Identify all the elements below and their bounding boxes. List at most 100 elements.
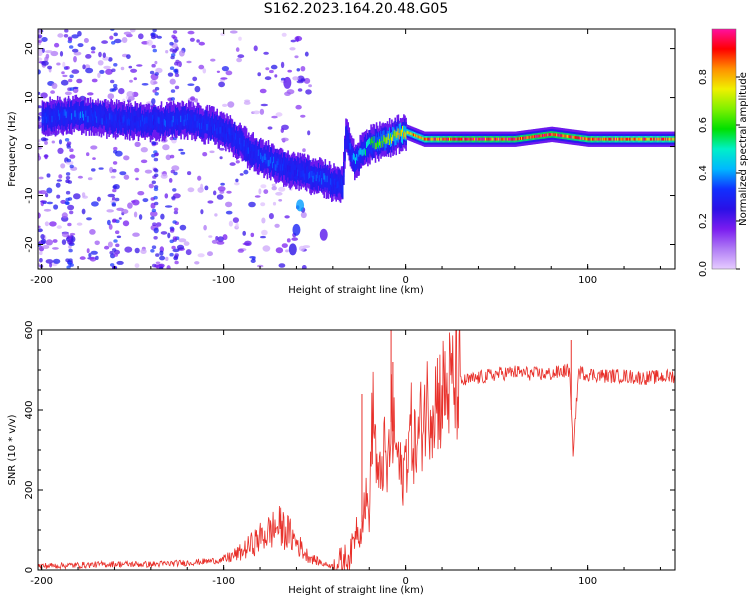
ridge-cell (467, 137, 470, 141)
ridge-cell (370, 138, 372, 153)
ridge-cell (379, 139, 381, 146)
ridge-cell (371, 140, 373, 155)
noise-dot (102, 52, 107, 58)
ridge-cell (50, 116, 52, 124)
noise-dot (138, 214, 143, 220)
noise-dot (65, 172, 71, 176)
ridge-cell (60, 111, 62, 119)
noise-dot (68, 37, 73, 42)
ridge-cell (224, 127, 226, 134)
ridge-cell (298, 164, 300, 179)
ridge-cell (183, 119, 186, 127)
noise-dot (280, 61, 285, 69)
ridge-cell (576, 136, 579, 140)
ridge-cell (374, 142, 377, 150)
ridge-cell (364, 149, 367, 156)
noise-dot (162, 144, 170, 151)
ridge-cell (301, 171, 304, 178)
ridge-cell (249, 143, 251, 151)
ridge-cell (255, 145, 258, 160)
ridge-cell (544, 133, 546, 137)
ridge-cell (48, 116, 50, 123)
noise-dot (159, 266, 164, 269)
ridge-cell (397, 128, 400, 135)
ridge-cell (167, 119, 169, 127)
noise-dot (187, 30, 195, 35)
ridge-cell (267, 151, 270, 166)
noise-dot (174, 253, 179, 257)
noise-dot (140, 159, 148, 164)
noise-dot (99, 69, 105, 74)
ridge-cell (119, 119, 121, 126)
ridge-cell (452, 137, 454, 141)
noise-dot (68, 78, 73, 83)
ridge-cell (563, 134, 566, 138)
ridge-cell (263, 155, 265, 162)
colorbar (712, 29, 736, 269)
ridge-cell (285, 168, 287, 175)
ridge-cell (186, 113, 189, 121)
noise-dot (91, 168, 96, 172)
ridge-cell (344, 152, 346, 159)
ridge-cell (494, 137, 497, 141)
noise-dot (123, 31, 132, 35)
ridge-cell (117, 116, 119, 131)
noise-dot (113, 32, 118, 37)
noise-dot (133, 77, 137, 81)
ridge-cell (598, 137, 601, 141)
noise-dot (153, 81, 158, 85)
noise-dot (72, 86, 79, 90)
ridge-cell (169, 121, 171, 128)
noise-dot (40, 234, 45, 240)
noise-dot (38, 146, 43, 150)
noise-dot (98, 167, 104, 170)
noise-dot (235, 222, 239, 228)
noise-dot (108, 224, 113, 230)
ridge-cell (639, 137, 641, 141)
ridge-cell (99, 112, 102, 120)
noise-dot (173, 210, 179, 215)
ridge-cell (553, 133, 556, 137)
ridge-cell (343, 166, 345, 173)
ridge-cell (52, 114, 55, 121)
noise-dot (54, 42, 60, 48)
noise-dot (141, 83, 149, 86)
ridge-cell (612, 137, 615, 141)
noise-dot (260, 184, 267, 189)
noise-dot (123, 174, 130, 180)
ridge-cell (556, 133, 558, 137)
noise-dot (107, 93, 115, 100)
ridge-cell (230, 133, 233, 141)
ridge-cell (572, 135, 574, 139)
ridge-cell (578, 136, 581, 140)
ridge-cell (120, 116, 122, 131)
noise-dot (151, 141, 157, 145)
ridge-cell (161, 111, 164, 126)
ridge-cell (146, 117, 149, 124)
noise-dot (154, 152, 159, 157)
ridge-cell (618, 137, 620, 141)
noise-dot (250, 232, 255, 238)
figure-title: S162.2023.164.20.48.G05 (264, 1, 449, 17)
ridge-cell (53, 110, 56, 125)
noise-dot (186, 60, 192, 64)
noise-dot (114, 38, 122, 44)
noise-dot (64, 29, 69, 33)
noise-dot (152, 29, 157, 32)
noise-dot (225, 210, 233, 215)
ridge-cell (85, 110, 87, 117)
ridge-cell (597, 137, 600, 141)
noise-dot (39, 258, 43, 263)
ridge-cell (327, 176, 330, 191)
ridge-cell (624, 137, 627, 141)
ridge-cell (418, 135, 420, 139)
ridge-cell (271, 155, 273, 163)
ridge-cell (41, 116, 44, 123)
ridge-cell (529, 135, 532, 139)
noise-dot (111, 41, 116, 45)
noise-dot (65, 258, 70, 263)
noise-dot (235, 47, 240, 52)
ridge-cell (304, 166, 307, 174)
noise-dot (79, 256, 86, 260)
noise-dot (66, 141, 72, 145)
